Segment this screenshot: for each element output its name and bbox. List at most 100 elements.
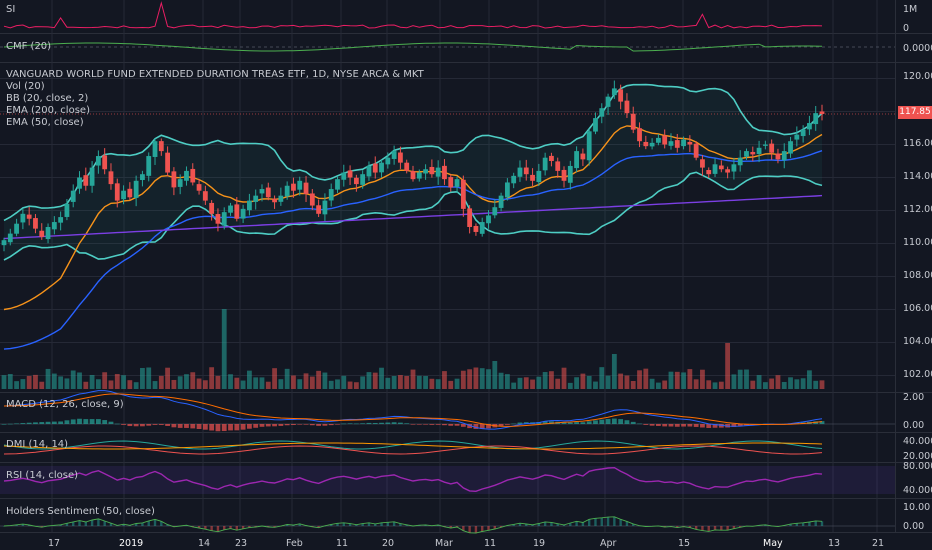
volume-bar [303,373,309,389]
macd-histogram-bar [706,424,712,428]
candle-body [259,189,265,194]
volume-bar [379,367,384,389]
candle-body [725,169,731,173]
macd-histogram-bar [511,423,517,425]
candle-body [662,135,668,145]
holders-bar [248,526,251,528]
volume-bar [360,376,366,389]
macd-histogram-bar [473,424,479,429]
holders-bar [487,526,490,531]
candle-body [64,203,70,217]
candle-body [328,189,334,201]
macd-histogram-bar [253,424,259,428]
candle-body [26,214,32,219]
macd-histogram-bar [1,424,7,425]
holders-bar [594,518,597,526]
holders-bar [581,522,585,526]
volume-bar [127,380,133,389]
candle-body [813,113,819,125]
holders-bar [493,526,496,529]
holders-bar [726,526,729,531]
volume-bar [309,376,315,389]
candle-body [347,170,353,178]
candle-body [234,204,240,219]
holders-bar [40,526,43,528]
holders-bar [267,526,270,527]
macd-histogram-bar [731,424,737,427]
holders-bar [481,526,484,532]
candle-body [762,144,768,146]
macd-histogram-bar [580,422,586,424]
x-tick-may: May [763,538,783,549]
volume-bar [158,375,164,389]
macd-histogram-bar [435,424,441,425]
holders-bar [462,526,465,531]
candle-body [460,179,466,209]
holders-bar [424,524,427,526]
volume-bar [366,372,372,389]
holders-bar [764,524,767,526]
macd-axis-0: 0.00 [903,420,925,431]
candle-body [605,96,611,107]
volume-bar [448,380,454,389]
macd-histogram-bar [278,424,284,426]
candle-body [83,175,89,186]
macd-histogram-bar [228,424,233,431]
holders-bar [72,521,75,526]
holders-bar [455,526,459,527]
volume-bar [656,382,661,389]
candle-body [265,187,271,198]
candle-body [756,147,762,154]
candle-body [114,183,120,201]
macd-histogram-bar [114,423,120,425]
candle-body [574,151,579,169]
candle-body [202,191,208,201]
dmi-axis-40: 40.0000 [903,436,932,447]
vol-legend: Vol (20) [6,81,45,92]
holders-bar [109,523,113,526]
holders-bar [78,520,81,526]
macd-histogram-bar [586,421,592,424]
macd-histogram-bar [140,424,145,427]
holders-bar [197,526,201,528]
volume-bar [328,380,334,389]
macd-histogram-bar [322,424,328,426]
macd-histogram-bar [184,424,189,428]
macd-histogram-bar [51,421,57,424]
candle-body [486,215,491,224]
volume-bar [108,380,114,389]
candle-body [240,208,246,219]
macd-histogram-bar [33,422,38,424]
macd-histogram-bar [618,419,624,424]
volume-bar [725,343,731,389]
volume-bar [20,379,26,389]
holders-bar [518,523,522,526]
macd-histogram-bar [662,424,668,427]
volume-bar [611,354,617,389]
volume-bar [316,370,322,389]
holders-bar [84,522,87,526]
macd-histogram-bar [574,422,579,424]
bb-upper-line [3,83,823,222]
volume-bar [555,378,561,389]
holders-bar [235,526,239,531]
x-tick-19: 19 [533,538,546,549]
volume-bar [284,368,290,389]
volume-bar [750,380,756,389]
volume-bar [83,381,89,389]
macd-histogram-bar [517,422,523,424]
volume-bar [442,371,447,389]
volume-bar [454,378,460,389]
holders-bar [468,526,471,533]
volume-bar [813,380,819,389]
macd-histogram-bar [360,423,366,424]
rsi-pane-label: RSI (14, close) [6,470,79,481]
candle-body [649,142,655,147]
candle-body [630,113,636,130]
volume-bar [58,376,64,389]
holders-bar [380,522,383,526]
macd-histogram-bar [611,418,617,424]
macd-histogram-bar [448,424,454,426]
candle-body [718,165,724,170]
